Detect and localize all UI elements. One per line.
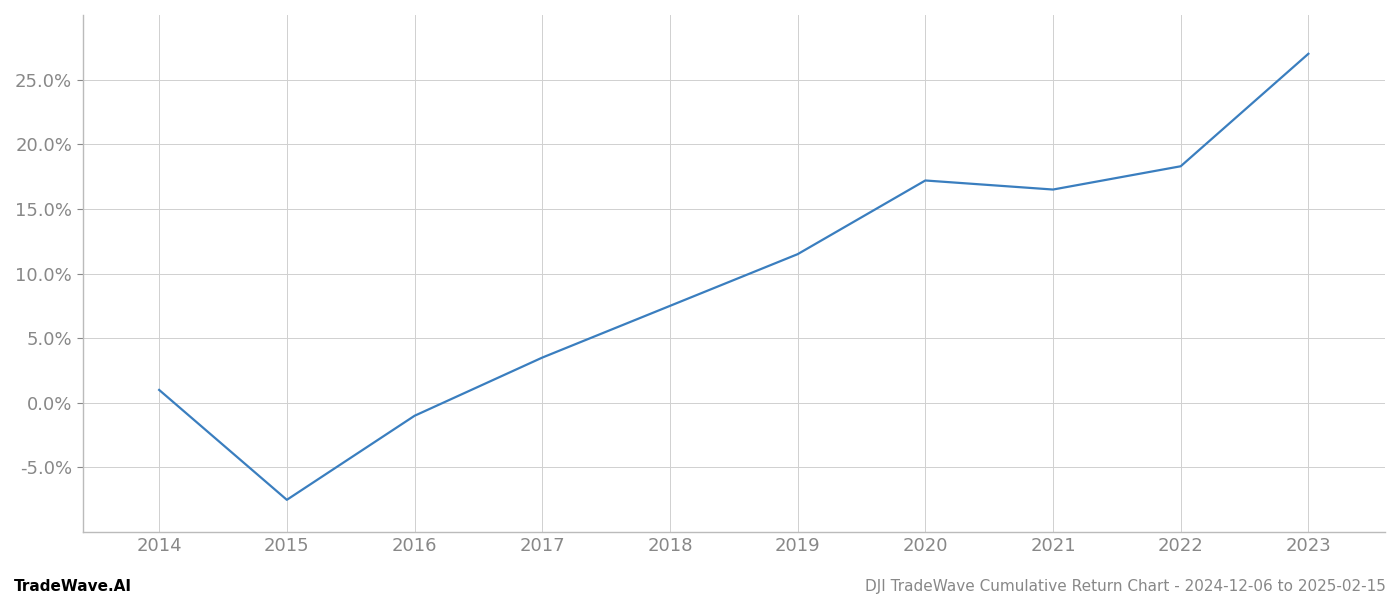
Text: TradeWave.AI: TradeWave.AI	[14, 579, 132, 594]
Text: DJI TradeWave Cumulative Return Chart - 2024-12-06 to 2025-02-15: DJI TradeWave Cumulative Return Chart - …	[865, 579, 1386, 594]
